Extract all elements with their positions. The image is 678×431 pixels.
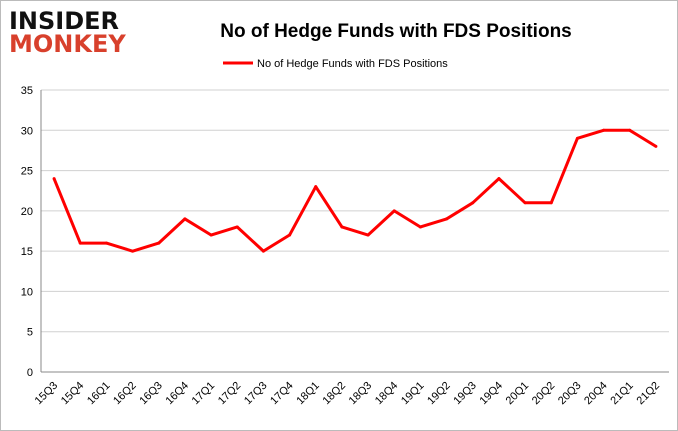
data-point bbox=[78, 241, 82, 245]
series-line bbox=[52, 128, 657, 253]
x-tick-label: 18Q2 bbox=[321, 380, 349, 408]
y-tick-label: 35 bbox=[21, 85, 33, 97]
data-point bbox=[497, 177, 501, 181]
x-tick-label: 20Q4 bbox=[582, 380, 610, 408]
x-tick-label: 21Q2 bbox=[635, 380, 663, 408]
x-tick-label: 20Q1 bbox=[504, 380, 532, 408]
data-point bbox=[314, 185, 318, 189]
data-point bbox=[340, 225, 344, 229]
y-tick-label: 10 bbox=[21, 286, 33, 298]
y-tick-label: 5 bbox=[27, 327, 33, 339]
logo-monkey: MONKEY bbox=[9, 30, 126, 58]
data-point bbox=[602, 128, 606, 132]
data-point bbox=[183, 217, 187, 221]
data-point bbox=[52, 177, 56, 181]
data-point bbox=[235, 225, 239, 229]
x-tick-label: 15Q3 bbox=[33, 380, 61, 408]
data-point bbox=[392, 209, 396, 213]
x-tick-label: 16Q4 bbox=[164, 380, 192, 408]
data-point bbox=[628, 128, 632, 132]
x-tick-label: 19Q4 bbox=[478, 380, 506, 408]
data-point bbox=[523, 201, 527, 205]
x-tick-label: 16Q2 bbox=[111, 380, 139, 408]
x-tick-label: 15Q4 bbox=[59, 380, 87, 408]
data-point bbox=[549, 201, 553, 205]
data-point bbox=[445, 217, 449, 221]
y-tick-label: 25 bbox=[21, 166, 33, 178]
x-tick-label: 16Q1 bbox=[85, 380, 113, 408]
data-point bbox=[104, 241, 108, 245]
data-point bbox=[209, 233, 213, 237]
y-tick-label: 30 bbox=[21, 125, 33, 137]
x-tick-label: 18Q3 bbox=[347, 380, 375, 408]
x-tick-label: 18Q1 bbox=[294, 380, 322, 408]
x-tick-label: 17Q3 bbox=[242, 380, 270, 408]
data-point bbox=[131, 249, 135, 253]
data-point bbox=[471, 201, 475, 205]
data-point bbox=[288, 233, 292, 237]
x-tick-label: 17Q1 bbox=[190, 380, 218, 408]
logo-insider: INSIDER bbox=[9, 7, 120, 35]
x-tick-label: 17Q2 bbox=[216, 380, 244, 408]
x-tick-label: 20Q3 bbox=[556, 380, 584, 408]
chart-title: No of Hedge Funds with FDS Positions bbox=[220, 21, 572, 42]
x-tick-label: 20Q2 bbox=[530, 380, 558, 408]
y-tick-label: 0 bbox=[27, 367, 33, 379]
data-point bbox=[418, 225, 422, 229]
x-tick-label: 19Q3 bbox=[451, 380, 479, 408]
data-point bbox=[157, 241, 161, 245]
x-tick-label: 18Q4 bbox=[373, 380, 401, 408]
data-point bbox=[654, 144, 658, 148]
x-tick-label: 16Q3 bbox=[137, 380, 165, 408]
x-tick-label: 17Q4 bbox=[268, 380, 296, 408]
data-point bbox=[366, 233, 370, 237]
legend-label: No of Hedge Funds with FDS Positions bbox=[257, 58, 448, 70]
x-tick-label: 19Q1 bbox=[399, 380, 427, 408]
data-point bbox=[575, 136, 579, 140]
data-point bbox=[261, 249, 265, 253]
x-tick-label: 19Q2 bbox=[425, 380, 453, 408]
y-tick-label: 20 bbox=[21, 206, 33, 218]
x-tick-label: 21Q1 bbox=[608, 380, 636, 408]
y-tick-label: 15 bbox=[21, 246, 33, 258]
